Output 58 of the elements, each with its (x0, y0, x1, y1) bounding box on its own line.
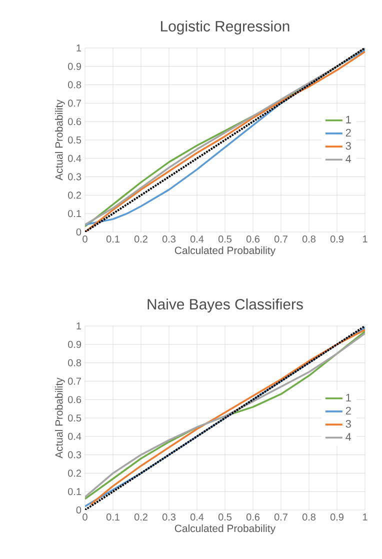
y-tick-label: 0 (76, 506, 82, 514)
x-tick-label: 0.1 (106, 236, 120, 243)
x-tick-label: 0.6 (246, 236, 260, 243)
y-tick-label: 0.9 (68, 62, 82, 70)
x-axis-title: Calculated Probability (174, 246, 276, 256)
y-tick-label: 0.1 (68, 210, 82, 218)
x-tick-label: 0.4 (190, 236, 204, 243)
x-tick-label: 0.7 (274, 236, 288, 243)
y-tick-label: 0.8 (68, 81, 82, 88)
x-tick-label: 0.3 (162, 514, 176, 521)
legend-label: 1 (346, 394, 351, 402)
y-tick-label: 0.6 (68, 396, 82, 404)
y-tick-label: 0.7 (68, 100, 81, 107)
legend-label: 3 (346, 420, 351, 428)
chart-title: Logistic Regression (161, 20, 290, 34)
y-tick-label: 0.9 (68, 340, 82, 348)
legend-label: 2 (346, 128, 351, 137)
x-tick-label: 0.8 (302, 514, 316, 521)
y-tick-label: 0.5 (68, 136, 82, 144)
x-tick-label: 0.1 (106, 514, 120, 521)
legend-label: 2 (346, 406, 351, 415)
x-tick-label: 1 (363, 236, 368, 242)
y-tick-label: 1 (76, 44, 82, 52)
x-tick-label: 0 (82, 236, 88, 243)
y-tick-label: 0.5 (68, 414, 82, 422)
y-tick-label: 0 (76, 228, 82, 236)
x-tick-label: 0 (82, 514, 88, 521)
x-tick-label: 0.2 (134, 514, 148, 521)
y-tick-label: 0.7 (68, 378, 81, 385)
y-tick-label: 0.2 (68, 470, 81, 477)
y-tick-label: 1 (76, 322, 82, 330)
x-tick-label: 0.2 (134, 236, 148, 243)
x-tick-label: 0.5 (218, 514, 232, 521)
x-tick-label: 0.5 (218, 236, 232, 243)
x-tick-label: 0.9 (330, 236, 344, 243)
x-tick-label: 0.6 (246, 514, 260, 521)
y-tick-label: 0.6 (68, 118, 82, 126)
x-tick-label: 0.7 (274, 514, 288, 521)
legend-label: 4 (346, 155, 352, 163)
y-tick-label: 0.4 (68, 432, 82, 440)
y-tick-label: 0.3 (68, 173, 82, 180)
y-tick-label: 0.3 (68, 451, 82, 458)
legend-label: 1 (346, 116, 351, 124)
chart-title: Naive Bayes Classifiers (148, 298, 303, 312)
y-axis-title: Actual Probability (55, 100, 65, 180)
x-axis-title: Calculated Probability (174, 524, 276, 534)
legend-label: 4 (346, 433, 352, 441)
y-tick-label: 0.4 (68, 154, 82, 162)
x-tick-label: 0.8 (302, 236, 316, 243)
x-tick-label: 0.3 (162, 236, 176, 243)
legend-label: 3 (346, 142, 351, 150)
y-tick-label: 0.8 (68, 359, 82, 366)
y-axis-title: Actual Probability (55, 378, 65, 458)
x-tick-label: 0.9 (330, 514, 344, 521)
x-tick-label: 0.4 (190, 514, 204, 521)
y-tick-label: 0.1 (68, 488, 82, 496)
x-tick-label: 1 (363, 514, 368, 520)
y-tick-label: 0.2 (68, 192, 81, 199)
